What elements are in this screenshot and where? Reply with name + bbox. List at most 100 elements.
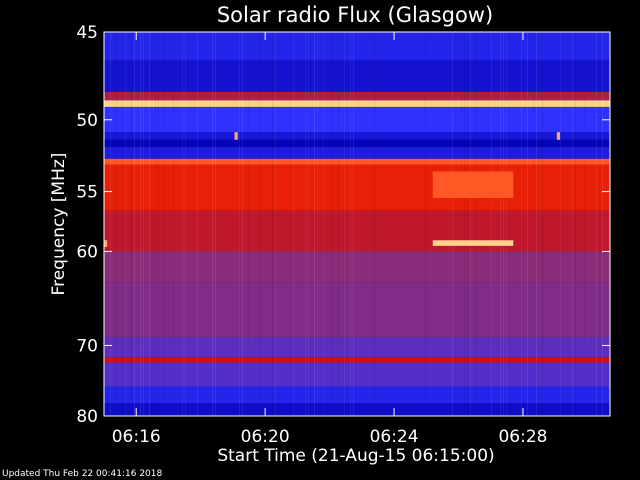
- x-tick-label: 06:16: [112, 427, 161, 447]
- texture-streak: [596, 32, 597, 416]
- spectrogram-texture: [110, 32, 603, 416]
- texture-streak: [212, 32, 213, 416]
- frequency-band: [104, 60, 610, 92]
- y-tick-label: 55: [76, 183, 98, 203]
- frequency-band: [104, 164, 610, 211]
- frequency-band: [104, 362, 610, 387]
- texture-streak: [305, 32, 306, 416]
- texture-streak: [164, 32, 165, 416]
- texture-streak: [506, 32, 507, 416]
- y-tick-label: 60: [76, 242, 98, 262]
- texture-streak: [503, 32, 504, 416]
- texture-streak: [323, 32, 324, 416]
- y-tick-label: 70: [76, 336, 98, 356]
- burst-event: [556, 132, 561, 140]
- texture-streak: [560, 32, 561, 416]
- texture-streak: [275, 32, 276, 416]
- texture-streak: [452, 32, 453, 416]
- x-tick-label: 06:28: [498, 427, 547, 447]
- texture-streak: [491, 32, 492, 416]
- burst-event: [432, 240, 514, 246]
- texture-streak: [521, 32, 522, 416]
- frequency-band: [104, 106, 610, 133]
- frequency-band: [104, 357, 610, 363]
- texture-streak: [464, 32, 465, 416]
- y-tick-label: 50: [76, 111, 98, 131]
- texture-streak: [542, 32, 543, 416]
- texture-streak: [332, 32, 333, 416]
- texture-streak: [173, 32, 174, 416]
- burst-events: [104, 132, 561, 248]
- frequency-band: [104, 132, 610, 140]
- texture-streak: [425, 32, 426, 416]
- texture-streak: [260, 32, 261, 416]
- y-axis-label: Frequency [MHz]: [49, 153, 69, 296]
- updated-timestamp: Updated Thu Feb 22 00:41:16 2018: [2, 469, 163, 479]
- texture-streak: [122, 32, 123, 416]
- texture-streak: [527, 32, 528, 416]
- texture-streak: [158, 32, 159, 416]
- burst-event: [432, 171, 514, 199]
- y-tick-label: 45: [76, 23, 98, 43]
- texture-streak: [242, 32, 243, 416]
- texture-streak: [239, 32, 240, 416]
- x-axis-label: Start Time (21-Aug-15 06:15:00): [217, 446, 494, 466]
- frequency-band: [104, 158, 610, 165]
- y-axis-ticks: 45 50 55 60 70 80: [76, 23, 610, 427]
- frequency-band: [104, 100, 610, 107]
- frequency-band: [104, 91, 610, 101]
- texture-streak: [116, 32, 117, 416]
- texture-streak: [536, 32, 537, 416]
- frequency-band: [104, 147, 610, 159]
- texture-streak: [353, 32, 354, 416]
- x-tick-label: 06:24: [370, 427, 419, 447]
- texture-streak: [293, 32, 294, 416]
- frequency-band: [104, 337, 610, 358]
- frequency-band: [104, 403, 610, 416]
- texture-streak: [134, 32, 135, 416]
- texture-streak: [476, 32, 477, 416]
- texture-streak: [110, 32, 111, 416]
- burst-event: [234, 132, 238, 140]
- texture-streak: [308, 32, 309, 416]
- frequency-band: [104, 139, 610, 148]
- texture-streak: [125, 32, 126, 416]
- texture-streak: [290, 32, 291, 416]
- texture-streak: [155, 32, 156, 416]
- chart-title: Solar radio Flux (Glasgow): [217, 3, 493, 27]
- texture-streak: [344, 32, 345, 416]
- y-tick-label: 80: [76, 407, 98, 427]
- texture-streak: [197, 32, 198, 416]
- texture-streak: [470, 32, 471, 416]
- x-axis-ticks: 06:16 06:20 06:24 06:28: [112, 32, 547, 447]
- texture-streak: [350, 32, 351, 416]
- texture-streak: [140, 32, 141, 416]
- texture-streak: [575, 32, 576, 416]
- texture-streak: [602, 32, 603, 416]
- texture-streak: [467, 32, 468, 416]
- x-tick-label: 06:20: [241, 427, 290, 447]
- frequency-band: [104, 32, 610, 61]
- texture-streak: [533, 32, 534, 416]
- texture-streak: [149, 32, 150, 416]
- frequency-band: [104, 386, 610, 404]
- frequency-band: [104, 282, 610, 338]
- texture-streak: [461, 32, 462, 416]
- texture-streak: [143, 32, 144, 416]
- texture-streak: [185, 32, 186, 416]
- frequency-bands: [104, 32, 610, 416]
- burst-event: [104, 240, 108, 248]
- frequency-band: [104, 251, 610, 283]
- texture-streak: [374, 32, 375, 416]
- spectrogram-plot: [103, 31, 611, 417]
- texture-streak: [248, 32, 249, 416]
- frequency-band: [104, 210, 610, 252]
- texture-streak: [182, 32, 183, 416]
- texture-streak: [584, 32, 585, 416]
- texture-streak: [338, 32, 339, 416]
- texture-streak: [572, 32, 573, 416]
- texture-streak: [314, 32, 315, 416]
- texture-streak: [500, 32, 501, 416]
- texture-streak: [215, 32, 216, 416]
